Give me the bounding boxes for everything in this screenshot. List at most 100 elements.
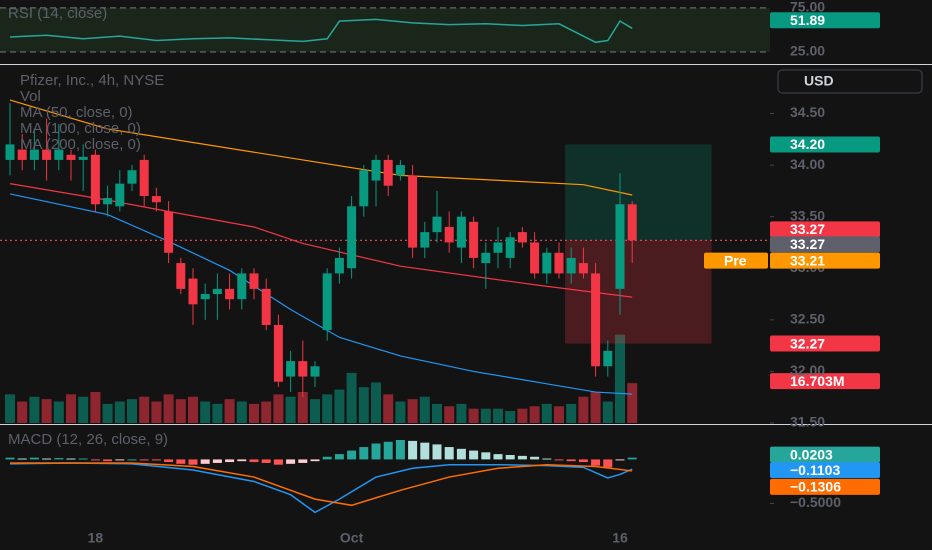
candle-body xyxy=(603,350,613,367)
candle-body xyxy=(554,252,564,274)
volume-bar xyxy=(5,394,15,423)
histogram-bar xyxy=(395,440,405,460)
histogram-bar xyxy=(517,455,527,460)
candle-body xyxy=(249,273,259,289)
histogram-bar xyxy=(420,442,430,460)
ma-legend: MA (50, close, 0) xyxy=(20,104,133,121)
pre-tag-label: Pre xyxy=(724,252,747,268)
volume-bar xyxy=(127,399,137,423)
histogram-bar xyxy=(347,450,357,460)
candle-body xyxy=(481,252,491,264)
candle-body xyxy=(371,159,381,181)
candle-body xyxy=(444,226,454,243)
rsi-band xyxy=(0,7,770,52)
histogram-bar xyxy=(286,459,296,464)
indicator-line xyxy=(10,462,633,507)
plot-layer: 16.703M31.5032.0032.5033.0033.5034.0034.… xyxy=(0,0,880,546)
price-tag-label: −0.1103 xyxy=(790,462,840,478)
y-tick-label: 75.00 xyxy=(790,0,825,15)
histogram-bar xyxy=(188,459,198,465)
candle-body xyxy=(286,361,296,377)
indicator-line xyxy=(9,193,633,395)
volume-bar xyxy=(188,396,198,423)
volume-bar xyxy=(493,408,503,423)
price-tag-label: 0.0203 xyxy=(790,446,833,462)
candle-body xyxy=(359,170,369,207)
y-tick-label: 31.50 xyxy=(790,414,825,430)
price-tag xyxy=(770,373,880,390)
rsi-title: RSI (14, close) xyxy=(8,5,107,22)
histogram-bar xyxy=(90,459,100,461)
volume-bar xyxy=(334,389,345,423)
volume-bar xyxy=(517,408,528,423)
candle-body xyxy=(127,170,137,184)
candle-body xyxy=(322,273,332,331)
price-tag xyxy=(770,221,880,238)
y-tick-label: 33.50 xyxy=(790,207,825,223)
candle-body xyxy=(66,154,76,160)
price-tag-label: 51.89 xyxy=(790,12,825,28)
currency[interactable]: USD xyxy=(804,73,834,89)
currency-button[interactable] xyxy=(777,69,923,94)
price-tag-label: 16.703M xyxy=(790,373,844,389)
histogram-bar xyxy=(603,459,613,468)
histogram-bar xyxy=(151,459,161,461)
histogram-bar xyxy=(176,459,186,464)
candle-body xyxy=(103,198,113,205)
histogram-bar xyxy=(383,441,393,460)
x-tick-label: 16 xyxy=(612,530,628,546)
volume-bar xyxy=(200,401,211,423)
price-tag xyxy=(770,136,880,153)
candle-body xyxy=(456,216,466,248)
histogram-bar xyxy=(444,447,454,460)
price-tag-label: 34.20 xyxy=(790,136,825,152)
volume-bar xyxy=(407,399,418,423)
histogram-bar xyxy=(225,459,235,463)
histogram-bar xyxy=(17,458,27,460)
histogram-bar xyxy=(66,458,76,460)
candle-body xyxy=(517,232,527,243)
volume-title: Vol xyxy=(20,88,41,105)
volume-bar xyxy=(175,399,186,423)
volume-bar xyxy=(163,394,174,423)
indicator-line xyxy=(9,462,633,514)
macd-title: MACD (12, 26, close, 9) xyxy=(8,431,168,448)
x-tick-label: Oct xyxy=(340,530,364,546)
volume-bar xyxy=(224,399,235,423)
histogram-bar xyxy=(505,455,515,460)
y-tick-label: 32.50 xyxy=(790,311,825,327)
histogram-bar xyxy=(408,440,418,460)
volume-bar xyxy=(29,396,40,423)
candle-body xyxy=(261,288,271,325)
y-tick-label: 25.00 xyxy=(790,43,825,59)
volume-bar xyxy=(249,403,259,423)
symbol-title: Pfizer, Inc., 4h, NYSE xyxy=(20,72,164,89)
candle-body xyxy=(90,154,100,205)
volume-bar xyxy=(151,401,162,423)
candle-body xyxy=(5,144,15,160)
candle-body xyxy=(17,149,27,160)
candle-body xyxy=(505,237,515,258)
volume-bar xyxy=(17,401,28,423)
price-tag-label: −0.1306 xyxy=(790,479,841,495)
volume-bar xyxy=(78,396,89,423)
histogram-bar xyxy=(139,459,149,461)
volume-bar xyxy=(578,396,589,423)
volume-bar xyxy=(297,391,308,423)
volume-bar xyxy=(310,399,320,423)
candle-body xyxy=(225,288,235,300)
histogram-bar xyxy=(578,459,588,463)
candle-body xyxy=(469,221,479,258)
volume-bar xyxy=(541,403,552,423)
volume-bar xyxy=(468,408,479,423)
price-tag xyxy=(770,12,880,29)
histogram-bar xyxy=(615,459,625,461)
volume-bar xyxy=(236,401,247,423)
candle-body xyxy=(298,361,308,377)
histogram-bar xyxy=(29,457,39,460)
ma-legend: MA (200, close, 0) xyxy=(20,136,141,153)
volume-bar xyxy=(554,406,564,423)
histogram-bar xyxy=(5,457,15,460)
y-tick-label: 32.00 xyxy=(790,362,825,378)
